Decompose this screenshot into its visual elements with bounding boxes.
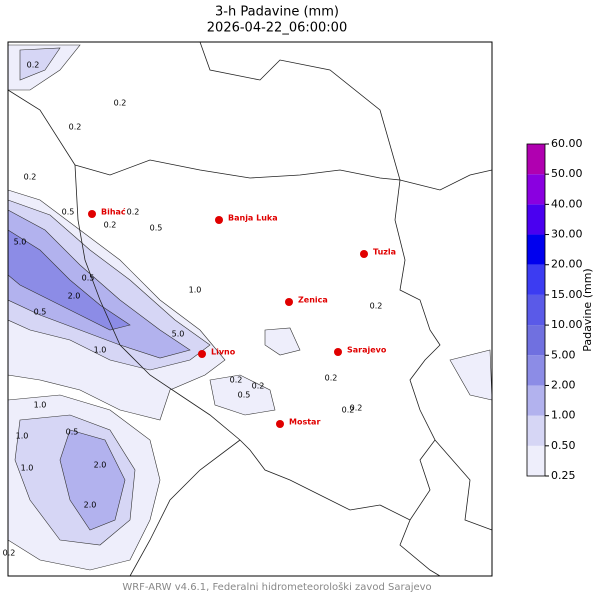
contour-label: 0.5 bbox=[238, 391, 251, 400]
colorbar-frame bbox=[526, 143, 546, 477]
colorbar-tick-label: 15.00 bbox=[551, 288, 583, 301]
colorbar-tick-label: 30.00 bbox=[551, 228, 583, 241]
subtitle: 2026-04-22_06:00:00 bbox=[207, 21, 347, 36]
contour-label: 1.0 bbox=[21, 464, 34, 473]
city-label: Sarajevo bbox=[347, 346, 387, 355]
contour-label: 0.2 bbox=[325, 374, 338, 383]
colorbar-segment bbox=[527, 204, 545, 235]
contour-label: 1.0 bbox=[94, 346, 107, 355]
contour-label: 0.5 bbox=[62, 208, 75, 217]
colorbar-tick-label: 0.25 bbox=[551, 469, 576, 482]
contour-label: 1.0 bbox=[34, 401, 47, 410]
city-marker bbox=[334, 348, 342, 356]
colorbar-segment bbox=[527, 415, 545, 446]
precip-area bbox=[19, 47, 61, 81]
precip-area bbox=[209, 374, 276, 416]
colorbar-tick-label: 2.00 bbox=[551, 378, 576, 391]
contour-label: 0.2 bbox=[3, 549, 16, 558]
city-label: Livno bbox=[211, 348, 236, 357]
city-label: Zenica bbox=[298, 296, 328, 305]
country-border bbox=[7, 89, 76, 166]
contour-label: 0.2 bbox=[350, 404, 363, 413]
precip-area bbox=[7, 209, 191, 359]
colorbar-segment bbox=[527, 325, 545, 356]
city-label: Bihać bbox=[101, 207, 126, 217]
contour-label: 2.0 bbox=[68, 292, 81, 301]
colorbar: 0.25 0.50 1.00 2.00 5.00 10.00 15.00 20.00 30.00… bbox=[526, 137, 583, 482]
colorbar-tick-label: 0.50 bbox=[551, 439, 576, 452]
city-label: Tuzla bbox=[373, 248, 396, 257]
colorbar-segment bbox=[527, 385, 545, 416]
contour-label: 1.0 bbox=[16, 432, 29, 441]
colorbar-segment bbox=[527, 174, 545, 205]
contour-label: 0.5 bbox=[150, 224, 163, 233]
contour-label: 2.0 bbox=[94, 461, 107, 470]
colorbar-segment bbox=[527, 264, 545, 295]
city-marker bbox=[360, 250, 368, 258]
contour-label: 5.0 bbox=[172, 330, 185, 339]
title: 3-h Padavine (mm) bbox=[215, 5, 339, 20]
contour-label: 0.2 bbox=[104, 221, 117, 230]
map-frame bbox=[7, 41, 493, 577]
footer: WRF-ARW v4.6.1, Federalni hidrometeorolo… bbox=[122, 581, 431, 593]
contour-label: 0.2 bbox=[27, 61, 40, 70]
city-label: Mostar bbox=[289, 418, 320, 427]
contour-label: 0.2 bbox=[252, 382, 265, 391]
contour-label: 0.2 bbox=[114, 99, 127, 108]
contour-label: 0.2 bbox=[230, 376, 243, 385]
contour-label: 0.2 bbox=[24, 173, 37, 182]
contour-label: 0.5 bbox=[66, 428, 79, 437]
colorbar-tick-label: 10.00 bbox=[551, 318, 583, 331]
colorbar-segment bbox=[527, 234, 545, 265]
precip-area bbox=[59, 429, 126, 531]
map-area: 0.20.20.20.20.5 0.20.55.02.00.51.01.05.01… bbox=[3, 41, 493, 577]
contour-label: 2.0 bbox=[84, 501, 97, 510]
city-label: Banja Luka bbox=[228, 214, 278, 223]
colorbar-tick-label: 20.00 bbox=[551, 258, 583, 271]
colorbar-tick-label: 40.00 bbox=[551, 197, 583, 210]
contour-label: 0.2 bbox=[127, 208, 140, 217]
colorbar-segment bbox=[527, 445, 545, 476]
colorbar-tick-label: 5.00 bbox=[551, 348, 576, 361]
country-border bbox=[399, 519, 441, 577]
precip-area bbox=[7, 229, 131, 331]
city-marker bbox=[285, 298, 293, 306]
contour-label: 0.2 bbox=[342, 406, 355, 415]
contour-label: 0.2 bbox=[69, 123, 82, 132]
coastline bbox=[129, 439, 241, 577]
colorbar-tick-label: 60.00 bbox=[551, 137, 583, 150]
city-marker bbox=[88, 210, 96, 218]
city-marker bbox=[276, 420, 284, 428]
city-marker bbox=[198, 350, 206, 358]
contour-label: 0.2 bbox=[370, 302, 383, 311]
contour-label: 0.5 bbox=[34, 308, 47, 317]
contour-label: 5.0 bbox=[14, 238, 27, 247]
city-marker bbox=[215, 216, 223, 224]
contour-label: 0.5 bbox=[82, 274, 95, 283]
colorbar-segment bbox=[527, 294, 545, 326]
colorbar-segment bbox=[527, 355, 545, 386]
precip-area bbox=[264, 327, 301, 356]
colorbar-label: Padavine (mm) bbox=[581, 268, 594, 351]
country-border bbox=[399, 169, 493, 191]
colorbar-segment bbox=[527, 144, 545, 175]
country-border bbox=[199, 41, 401, 181]
country-border bbox=[434, 439, 493, 531]
contour-label: 1.0 bbox=[189, 286, 202, 295]
colorbar-tick-label: 50.00 bbox=[551, 167, 583, 180]
colorbar-tick-label: 1.00 bbox=[551, 409, 576, 422]
precip-area bbox=[7, 199, 211, 371]
